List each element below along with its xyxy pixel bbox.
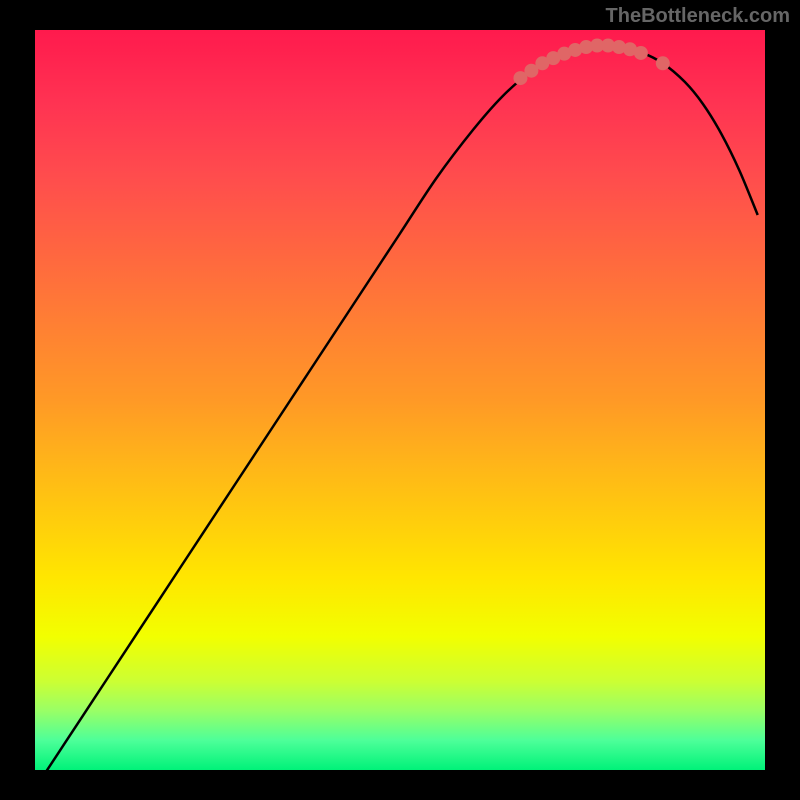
curve-markers	[513, 39, 669, 86]
curve-marker	[656, 56, 670, 70]
curve-layer	[35, 30, 765, 770]
watermark-text: TheBottleneck.com	[606, 5, 790, 28]
plot-area	[35, 30, 765, 770]
bottleneck-curve	[42, 45, 757, 770]
curve-marker	[634, 46, 648, 60]
